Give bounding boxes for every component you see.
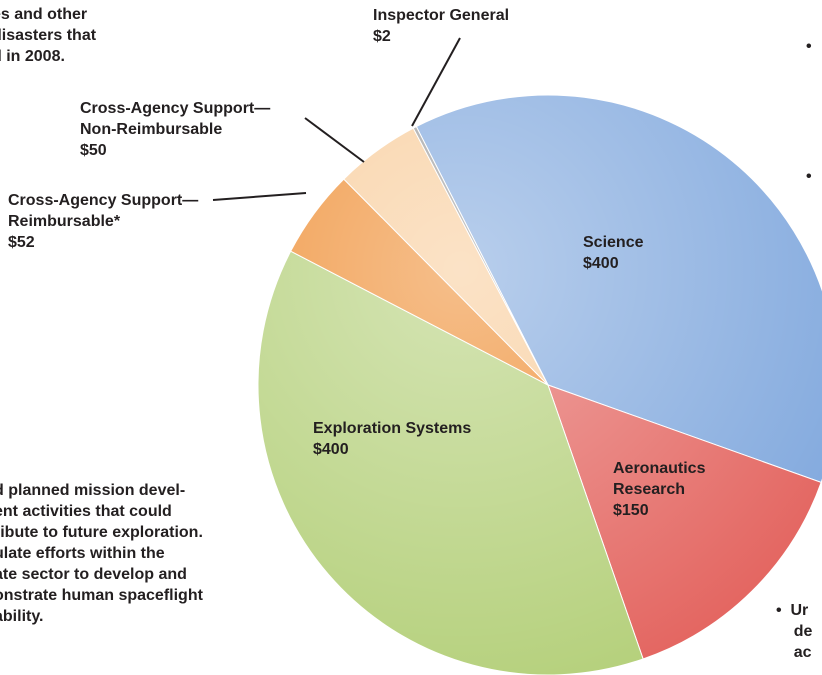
slice-value: $2 bbox=[373, 28, 391, 45]
leader-lines bbox=[212, 37, 461, 201]
side-text: • bbox=[806, 38, 812, 55]
slice-value: $52 bbox=[8, 234, 35, 251]
leader-line bbox=[304, 117, 365, 163]
pie bbox=[257, 94, 822, 675]
slice-label: Cross-Agency Support— Non-Reimbursable bbox=[80, 100, 271, 138]
slice-label: Aeronautics Research bbox=[613, 460, 706, 498]
leader-line bbox=[212, 192, 307, 201]
leader-line bbox=[411, 37, 461, 127]
side-text: • bbox=[806, 168, 812, 185]
slice-label: Science bbox=[583, 234, 644, 251]
slice-label: Cross-Agency Support— Reimbursable* bbox=[8, 192, 199, 230]
side-text: • Ur de ac bbox=[776, 602, 813, 661]
slice-value: $150 bbox=[613, 502, 649, 519]
side-text: es and other disasters that d in 2008. bbox=[0, 6, 97, 65]
slice-label: Inspector General bbox=[373, 7, 510, 24]
slice-value: $400 bbox=[583, 255, 619, 272]
slice-label: Exploration Systems bbox=[313, 420, 472, 437]
slice-value: $400 bbox=[313, 441, 349, 458]
side-text: d planned mission devel- ent activities … bbox=[0, 482, 203, 625]
slice-value: $50 bbox=[80, 142, 107, 159]
